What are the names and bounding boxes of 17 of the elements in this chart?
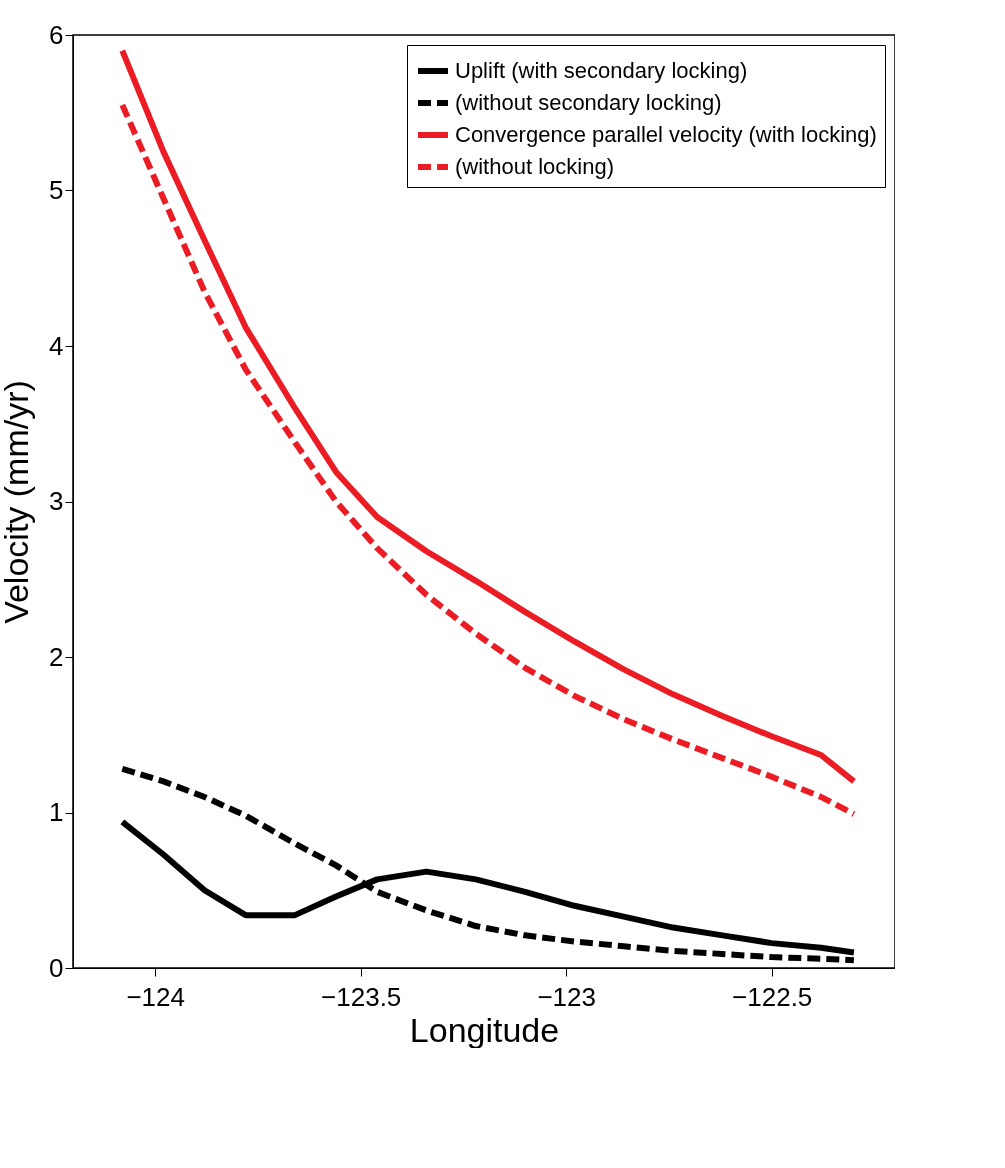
x-tick-label: −122.5	[732, 981, 813, 1012]
y-axis-title: Velocity (mm/yr)	[0, 380, 36, 624]
legend-label: Uplift (with secondary locking)	[455, 58, 748, 83]
legend-label: (without locking)	[455, 154, 614, 179]
legend-label: (without secondary locking)	[455, 90, 722, 115]
y-tick-label: 4	[49, 330, 64, 361]
y-tick-label: 5	[49, 175, 64, 205]
x-tick-label: −124	[126, 981, 185, 1012]
y-tick-label: 6	[49, 19, 64, 50]
x-tick-label: −123.5	[321, 981, 402, 1012]
y-tick-label: 2	[49, 641, 64, 672]
x-tick-label: −123	[537, 981, 596, 1012]
y-tick-label: 0	[49, 952, 64, 983]
legend-label: Convergence parallel velocity (with locking)	[455, 122, 877, 147]
y-tick-label: 1	[49, 797, 64, 827]
x-axis-title: Longitude	[409, 1010, 560, 1049]
y-tick-label: 3	[49, 486, 64, 516]
